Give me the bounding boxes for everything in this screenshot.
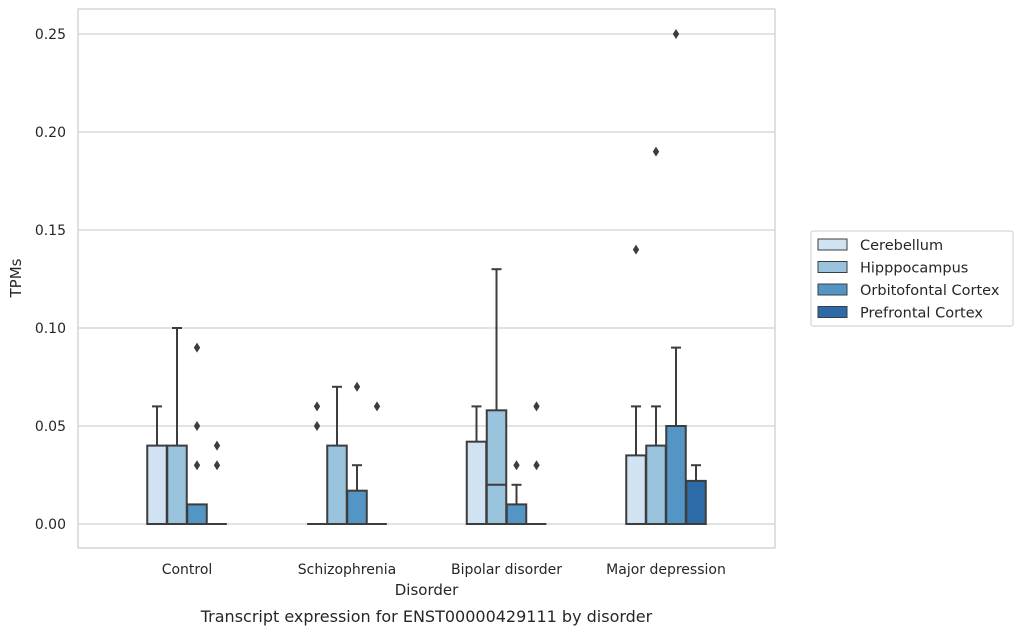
box-group: [367, 401, 387, 525]
x-tick-label: Major depression: [606, 562, 726, 578]
legend-swatch: [817, 306, 848, 318]
legend-frame: [810, 230, 1014, 327]
box-group: [186, 342, 208, 525]
box-rect: [505, 503, 528, 525]
y-tick-labels: 0.00 0.05 0.10 0.15 0.20 0.25: [35, 27, 66, 533]
box-group: [505, 460, 528, 525]
legend: Cerebellum Hipppocampus Orbitofontal Corte…: [810, 230, 1014, 327]
y-tick-label: 0.25: [35, 27, 66, 43]
box-rect: [685, 479, 707, 526]
outlier-marker: [533, 460, 540, 471]
y-axis-label: TPMs: [7, 258, 25, 298]
chart-caption: Transcript expression for ENST0000042911…: [200, 607, 653, 626]
box-rect: [346, 489, 368, 525]
box-group: [485, 268, 508, 526]
box-group: [346, 381, 368, 525]
box-group: [465, 405, 488, 525]
outlier-marker: [193, 460, 201, 471]
outlier-marker: [632, 244, 640, 255]
y-tick-label: 0.05: [35, 419, 66, 435]
legend-label: Prefrontal Cortex: [860, 306, 983, 322]
x-axis-label: Disorder: [395, 581, 459, 599]
legend-swatch: [817, 238, 848, 251]
legend-label: Hipppocampus: [860, 261, 968, 277]
outlier-marker: [672, 29, 680, 39]
box-group: [326, 385, 348, 526]
outlier-marker: [533, 401, 540, 412]
y-tick-label: 0.00: [35, 517, 66, 533]
x-tick-labels: Control Schizophrenia Bipolar disorder Majo…: [162, 562, 726, 578]
box-rect: [465, 440, 488, 525]
outlier-marker: [313, 421, 321, 431]
legend-label: Cerebellum: [860, 238, 943, 254]
box-group: [307, 401, 327, 525]
box-group: [685, 464, 707, 526]
box-rect: [485, 409, 508, 526]
legend-swatch: [817, 261, 848, 273]
box-group: [166, 327, 188, 526]
outlier-marker: [373, 401, 381, 412]
boxes: [146, 29, 707, 526]
outlier-marker: [193, 421, 201, 431]
box-rect: [645, 444, 667, 526]
outlier-marker: [213, 460, 221, 471]
x-tick-label: Control: [162, 562, 213, 578]
outlier-marker: [313, 401, 321, 412]
box-rect: [665, 425, 687, 525]
box-rect: [186, 503, 208, 525]
box-group: [625, 244, 647, 525]
legend-swatch: [817, 283, 848, 296]
y-tick-label: 0.20: [35, 125, 66, 141]
box-rect: [625, 454, 647, 525]
legend-label: Orbitofontal Cortex: [860, 283, 1000, 299]
outlier-marker: [513, 460, 520, 471]
outlier-marker: [213, 440, 221, 451]
box-rect: [326, 444, 348, 526]
y-tick-label: 0.10: [35, 321, 66, 337]
outlier-marker: [193, 342, 201, 353]
x-tick-label: Schizophrenia: [298, 562, 396, 578]
outlier-marker: [652, 146, 660, 157]
y-tick-label: 0.15: [35, 223, 66, 239]
box-group: [665, 29, 687, 525]
box-group: [526, 401, 547, 525]
box-rect: [146, 444, 168, 526]
box-rect: [166, 444, 188, 526]
x-tick-label: Bipolar disorder: [451, 562, 562, 578]
box-group: [207, 440, 227, 525]
outlier-marker: [353, 381, 361, 392]
